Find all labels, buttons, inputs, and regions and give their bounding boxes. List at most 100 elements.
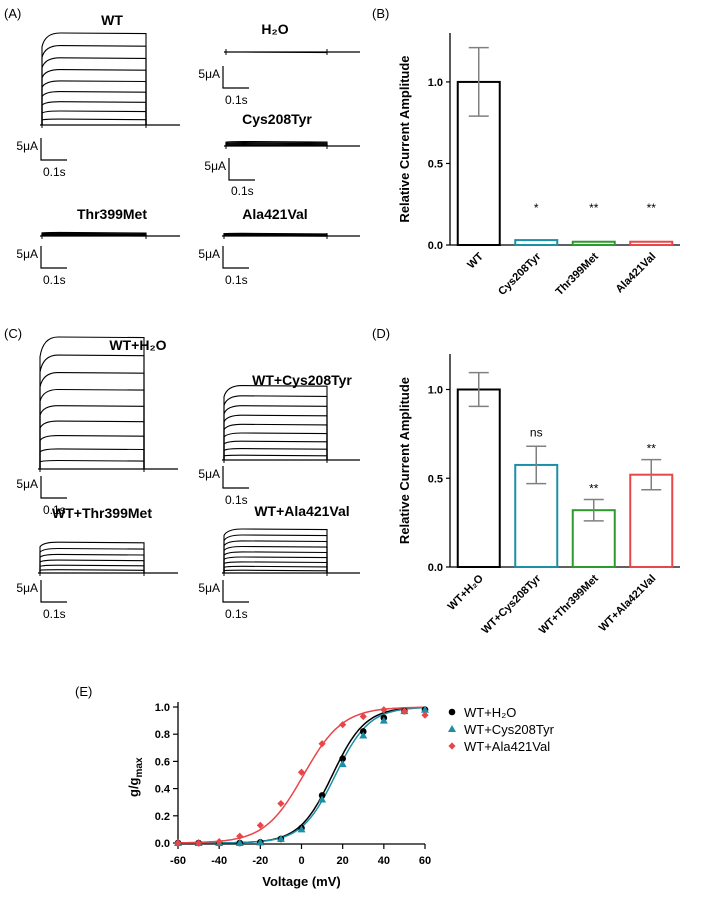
current-trace: [39, 448, 145, 469]
data-point: [235, 839, 244, 846]
scale-current-label: 5μA: [204, 159, 226, 173]
scale-current-label: 5μA: [198, 467, 220, 481]
bar: [629, 240, 674, 247]
current-trace: [223, 561, 328, 573]
traces-thr399met: [40, 231, 180, 239]
data-point: [174, 839, 182, 847]
scale-bar: [222, 246, 249, 269]
scale-bar: [40, 476, 67, 499]
x-tick-label: 0: [298, 855, 304, 867]
traces-wt-h2o: [38, 336, 178, 472]
current-trace: [223, 385, 328, 460]
x-tick-label: 20: [337, 855, 349, 867]
y-tick-label: 1.0: [428, 77, 443, 89]
data-point: [359, 728, 367, 735]
current-trace: [223, 414, 328, 460]
significance-label: ns: [530, 425, 543, 439]
trace-title-wt-h2o: WT+H₂O: [109, 337, 166, 353]
y-axis-label: Relative Current Amplitude: [397, 55, 412, 222]
scale-bar: [40, 580, 67, 603]
data-point: [339, 755, 346, 762]
significance-label: **: [589, 482, 599, 496]
data-point: [359, 712, 367, 721]
panel-label-c: (C): [4, 326, 22, 341]
scale-bar: [222, 466, 249, 489]
data-point: [236, 832, 244, 840]
scale-time-label: 0.1s: [43, 273, 66, 287]
panel-label-e: (E): [75, 684, 92, 699]
data-point: [380, 706, 388, 714]
current-trace: [223, 454, 328, 460]
bar: [571, 240, 616, 247]
trace-title-wt-thr399met: WT+Thr399Met: [52, 505, 152, 521]
data-point: [256, 838, 265, 846]
x-axis-label: Voltage (mV): [262, 874, 341, 889]
legend-marker: [448, 708, 456, 716]
data-point: [359, 731, 368, 739]
y-tick-label: 0.5: [428, 158, 443, 170]
current-trace: [223, 528, 328, 573]
current-trace: [41, 69, 147, 125]
trace-title-wt-cys208tyr: WT+Cys208Tyr: [252, 372, 352, 388]
scale-time-label: 0.1s: [231, 184, 254, 198]
data-point: [339, 721, 347, 729]
current-trace: [39, 559, 145, 573]
x-category-label: Thr399Met: [553, 250, 601, 298]
data-point: [318, 792, 326, 799]
trace-title-ala421val: Ala421Val: [242, 206, 307, 222]
bar-chart-d: 0.0 0.5 1.0 Relative Current Amplitude WT+H₂…: [397, 354, 680, 637]
current-trace: [39, 405, 145, 469]
scale-time-label: 0.1s: [43, 607, 66, 621]
y-tick-label: 0.0: [428, 240, 443, 252]
x-category-label: WT+Thr399Met: [537, 572, 601, 636]
scale-bar: [222, 580, 249, 603]
trace-title-thr399met: Thr399Met: [77, 206, 147, 222]
traces-wt-cys208tyr: [222, 385, 360, 463]
current-trace: [39, 564, 145, 573]
trace-title-wt: WT: [101, 12, 123, 28]
current-trace: [225, 140, 328, 146]
scale-bars: 5μA 0.1s 5μA 0.1s 5μA 0.1s 5μA 0.1s 5μA 0.1s 5μA 0.…: [16, 66, 255, 621]
scale-current-label: 5μA: [198, 581, 220, 595]
panel-label-d: (D): [372, 326, 390, 341]
x-category-label: WT: [465, 250, 486, 271]
scale-current-label: 5μA: [16, 247, 38, 261]
y-tick-label: 0.4: [155, 784, 171, 796]
x-tick-label: -20: [252, 855, 268, 867]
trace-title-wt-ala421val: WT+Ala421Val: [254, 503, 349, 519]
data-point: [379, 716, 388, 724]
current-trace: [41, 32, 147, 125]
data-point: [338, 760, 347, 768]
x-category-label: Ala421Val: [614, 251, 659, 296]
current-trace: [41, 118, 147, 125]
legend-marker: [448, 742, 456, 750]
legend-marker: [448, 725, 456, 732]
bar-chart-b: 0.0 0.5 1.0 Relative Current Amplitude WT * Cy…: [397, 33, 680, 298]
significance-label: *: [534, 201, 539, 215]
y-tick-label: 0.0: [155, 838, 170, 850]
scale-time-label: 0.1s: [225, 493, 248, 507]
y-axis-label-subscript: max: [134, 757, 145, 777]
scale-time-label: 0.1s: [43, 165, 66, 179]
traces-h2o: [224, 49, 360, 55]
x-category-label: Cys208Tyr: [496, 250, 544, 298]
x-category-label: WT+Cys208Tyr: [479, 572, 543, 636]
y-tick-label: 0.8: [155, 729, 170, 741]
current-trace: [41, 101, 147, 125]
current-trace: [39, 336, 145, 469]
scale-bar: [40, 138, 67, 161]
scale-time-label: 0.1s: [225, 93, 248, 107]
legend-label: WT+Ala421Val: [464, 739, 550, 754]
x-category-label: WT+Ala421Val: [597, 573, 658, 634]
significance-label: **: [647, 201, 657, 215]
current-trace: [39, 435, 145, 469]
scale-current-label: 5μA: [16, 477, 38, 491]
y-tick-label: 0.2: [155, 811, 170, 823]
current-trace: [223, 545, 328, 573]
traces-ala421val: [222, 232, 360, 239]
traces-cys208tyr: [224, 140, 360, 149]
data-point: [318, 740, 326, 748]
x-category-label: WT+H₂O: [446, 572, 487, 613]
y-tick-label: 1.0: [428, 385, 443, 397]
